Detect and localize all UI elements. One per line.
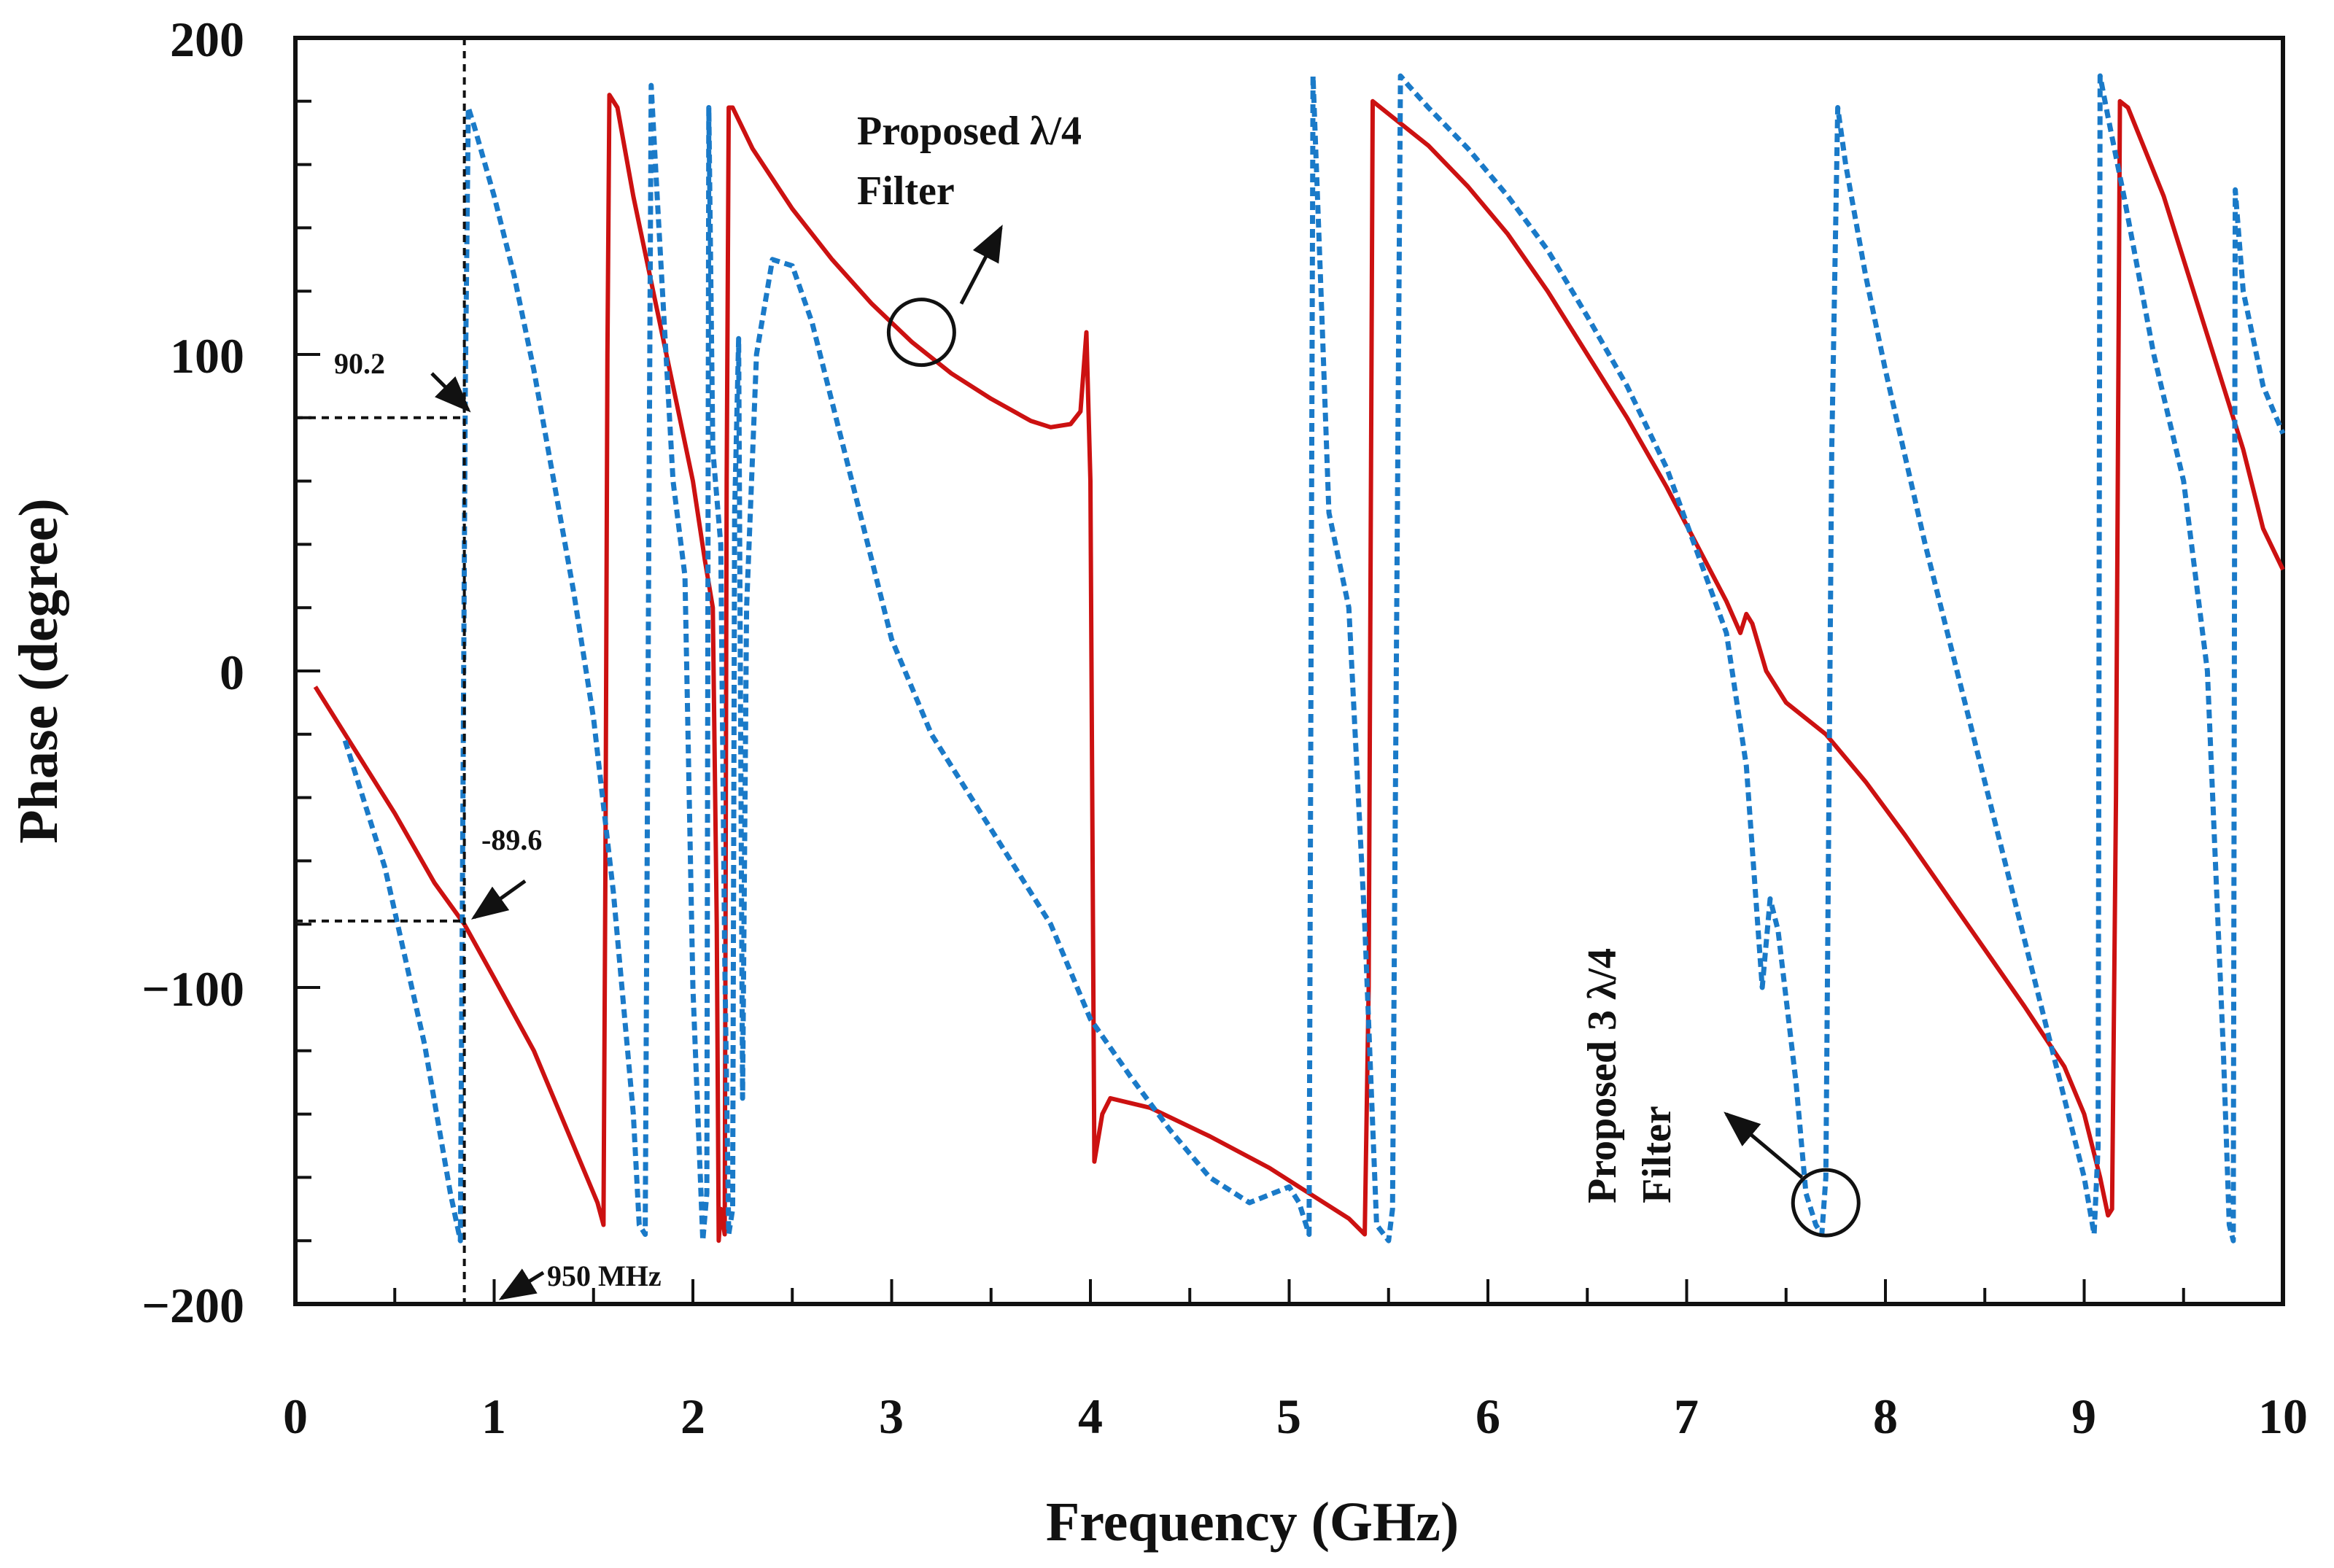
phase-lower-label: -89.6 [481,823,542,856]
x-tick-label: 2 [681,1389,705,1444]
y-tick-label: 0 [220,645,244,700]
y-axis-title: Phase (degree) [8,498,69,843]
phase-upper-arrow [430,372,471,413]
x-tick-label: 5 [1276,1389,1301,1444]
x-tick-label: 4 [1078,1389,1103,1444]
3lambda4-callout-circle [1791,1168,1861,1238]
x-tick-label: 6 [1476,1389,1500,1444]
lambda4-callout-arrow [959,224,1003,305]
y-tick-label: 100 [170,328,244,384]
series-line-lambda4 [313,93,2285,1243]
3lambda4-label-line2: Filter [1635,1106,1680,1203]
y-tick-label: −100 [141,961,244,1017]
x-tick-label: 0 [283,1389,308,1444]
tick-marks [294,36,2284,1305]
lambda4-label-line2: Filter [857,168,955,214]
lambda4-callout-circle [886,298,956,368]
y-tick-label: −200 [141,1278,244,1333]
frequency-marker-arrow [498,1268,545,1300]
phase-lower-arrow [470,879,527,920]
x-tick-label: 8 [1873,1389,1898,1444]
x-axis-title: Frequency (GHz) [1046,1491,1459,1553]
x-tick-label: 7 [1674,1389,1699,1444]
3lambda4-callout-arrow [1724,1111,1804,1179]
3lambda4-label-line1: Proposed 3 λ/4 [1580,948,1625,1203]
x-tick-label: 3 [879,1389,904,1444]
x-tick-label: 10 [2258,1389,2308,1444]
y-tick-label: 200 [170,12,244,67]
series-line-3lambda4 [342,73,2286,1243]
phase-upper-label: 90.2 [334,347,385,380]
lambda4-label-line1: Proposed λ/4 [857,109,1082,154]
plot-frame [293,36,2285,1306]
x-tick-label: 9 [2071,1389,2096,1444]
frequency-marker-label: 950 MHz [547,1260,662,1292]
x-tick-label: 1 [481,1389,506,1444]
